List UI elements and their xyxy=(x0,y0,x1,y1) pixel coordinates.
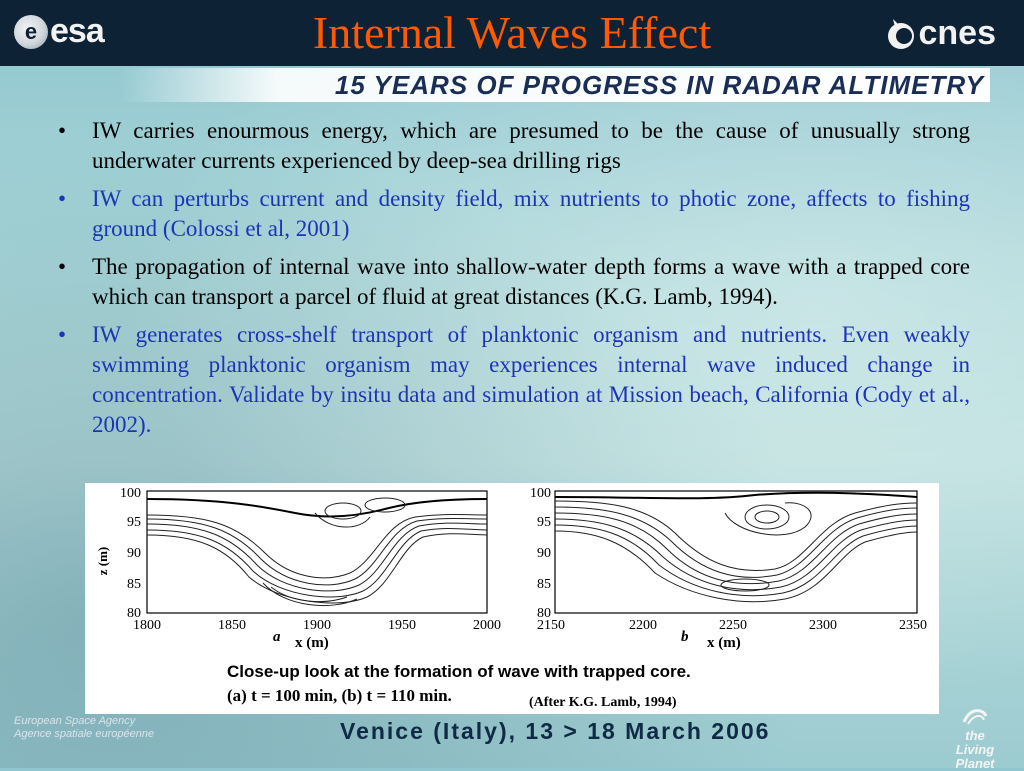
panel-a-label: a xyxy=(273,629,281,645)
bullet-item: • The propagation of internal wave into … xyxy=(58,252,970,312)
panel-b-ytick: 100 xyxy=(530,486,551,501)
cnes-swirl-icon xyxy=(887,18,914,49)
bullet-dot: • xyxy=(58,322,67,347)
bullet-item: • IW generates cross-shelf transport of … xyxy=(58,320,970,440)
panel-b-xtick: 2350 xyxy=(899,618,927,633)
cnes-logo: cnes xyxy=(883,14,997,53)
panel-a: z (m) 100 95 90 85 80 1800 1850 1900 195… xyxy=(95,486,501,651)
panel-a-ytick: 90 xyxy=(127,546,141,561)
panel-a-xtick: 1900 xyxy=(303,618,331,633)
panel-b-label: b xyxy=(681,629,689,645)
panel-a-xlabel: x (m) xyxy=(295,635,329,651)
header-bar: e esa Internal Waves Effect cnes xyxy=(0,0,1024,66)
panel-a-xtick: 2000 xyxy=(473,618,501,633)
panel-b-frame xyxy=(554,490,918,614)
panel-b-ytick: 85 xyxy=(537,577,551,592)
figure-caption-line1: Close-up look at the formation of wave w… xyxy=(227,662,691,681)
agency-line-en: European Space Agency xyxy=(14,715,136,727)
esa-logo-text: esa xyxy=(50,12,105,50)
panel-a-contours xyxy=(146,497,488,607)
slide-title: Internal Waves Effect xyxy=(312,7,712,58)
bullet-text: IW generates cross-shelf transport of pl… xyxy=(92,322,970,437)
wave-figure-svg: z (m) 100 95 90 85 80 1800 1850 1900 195… xyxy=(95,486,927,705)
banner-text: 15 YEARS OF PROGRESS IN RADAR ALTIMETRY xyxy=(334,70,984,100)
panel-a-ytick: 100 xyxy=(120,486,141,501)
panel-b-ytick: 80 xyxy=(537,606,551,621)
figure-credit: (After K.G. Lamb, 1994) xyxy=(529,695,677,710)
swirl-icon xyxy=(962,709,988,725)
wave-figure: z (m) 100 95 90 85 80 1800 1850 1900 195… xyxy=(85,483,939,714)
figure-caption-line2: (a) t = 100 min, (b) t = 110 min. xyxy=(227,686,452,705)
panel-b: 100 95 90 85 80 2150 2200 2250 2300 2350… xyxy=(530,486,927,651)
panel-b-ytick: 95 xyxy=(537,515,551,530)
conference-banner: 15 YEARS OF PROGRESS IN RADAR ALTIMETRY xyxy=(120,68,990,102)
cnes-logo-text: cnes xyxy=(918,14,997,52)
panel-b-xlabel: x (m) xyxy=(707,635,741,651)
panel-b-xtick: 2250 xyxy=(719,618,747,633)
panel-b-xtick: 2150 xyxy=(537,618,565,633)
event-footer: Venice (Italy), 13 > 18 March 2006 xyxy=(340,718,771,744)
bullet-text: IW can perturbs current and density fiel… xyxy=(92,186,970,241)
panel-a-xtick: 1850 xyxy=(218,618,246,633)
esa-globe-icon: e xyxy=(14,14,48,49)
bullet-item: • IW can perturbs current and density fi… xyxy=(58,184,970,244)
agency-line-fr: Agence spatiale européenne xyxy=(14,728,155,740)
esa-logo: e esa xyxy=(14,12,105,51)
bullet-dot: • xyxy=(58,254,67,279)
agency-footer: European Space Agency Agence spatiale eu… xyxy=(14,715,154,741)
panel-b-xtick: 2200 xyxy=(629,618,657,633)
panel-b-ytick: 90 xyxy=(537,546,551,561)
panel-a-ylabel: z (m) xyxy=(95,547,110,576)
living-planet-line1: the xyxy=(965,728,985,743)
bullet-list: • IW carries enourmous energy, which are… xyxy=(58,116,970,448)
panel-a-ytick: 80 xyxy=(127,606,141,621)
panel-a-xtick: 1800 xyxy=(133,618,161,633)
bullet-dot: • xyxy=(58,186,67,211)
panel-a-frame xyxy=(146,490,488,614)
panel-a-xtick: 1950 xyxy=(388,618,416,633)
panel-b-contours xyxy=(554,491,918,603)
bullet-text: IW carries enourmous energy, which are p… xyxy=(92,118,970,173)
living-planet-line2: Living Planet xyxy=(955,742,995,771)
bullet-dot: • xyxy=(58,118,67,143)
panel-b-xtick: 2300 xyxy=(809,618,837,633)
panel-a-ytick: 95 xyxy=(127,515,141,530)
bullet-text: The propagation of internal wave into sh… xyxy=(92,254,970,309)
living-planet-logo: the Living Planet xyxy=(944,706,1006,771)
panel-a-ytick: 85 xyxy=(127,577,141,592)
bullet-item: • IW carries enourmous energy, which are… xyxy=(58,116,970,176)
